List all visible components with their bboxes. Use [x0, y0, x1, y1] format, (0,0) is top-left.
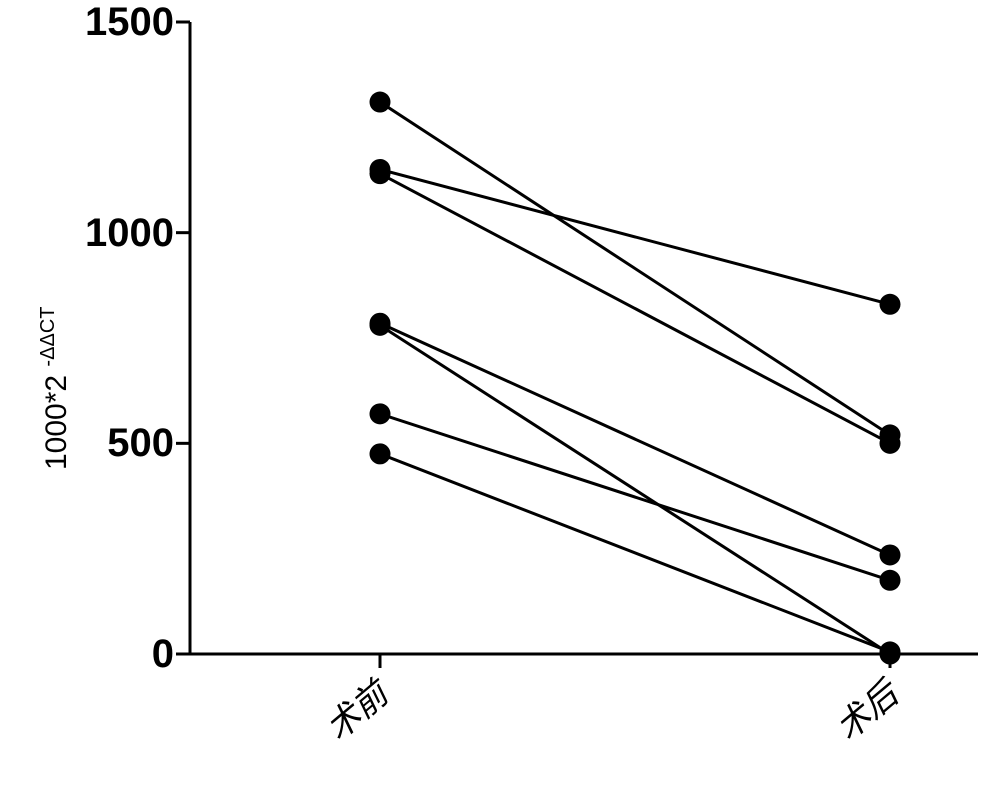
marker-before	[370, 443, 391, 464]
y-tick-label: 1000	[85, 211, 174, 256]
pair-line	[380, 325, 890, 654]
y-axis-label: 1000*2 -ΔΔCT	[40, 307, 74, 470]
marker-after	[880, 433, 901, 454]
pair-line	[380, 454, 890, 652]
chart-container: 1000*2 -ΔΔCT 1500 1000 500 0 术前 术后	[0, 0, 1000, 808]
marker-before	[370, 163, 391, 184]
marker-before	[370, 92, 391, 113]
marker-before	[370, 403, 391, 424]
y-tick-label: 1500	[85, 0, 174, 45]
plot-svg	[0, 0, 1000, 808]
y-axis-label-prefix: 1000*2	[40, 367, 73, 470]
y-axis-label-superscript: -ΔΔCT	[37, 307, 59, 367]
pair-line	[380, 174, 890, 444]
marker-after	[880, 294, 901, 315]
marker-before	[370, 315, 391, 336]
y-tick-label: 500	[107, 421, 174, 466]
pair-line	[380, 169, 890, 304]
marker-after	[880, 570, 901, 591]
marker-after	[880, 544, 901, 565]
pair-line	[380, 102, 890, 435]
marker-after	[880, 641, 901, 662]
y-tick-label: 0	[152, 632, 174, 677]
